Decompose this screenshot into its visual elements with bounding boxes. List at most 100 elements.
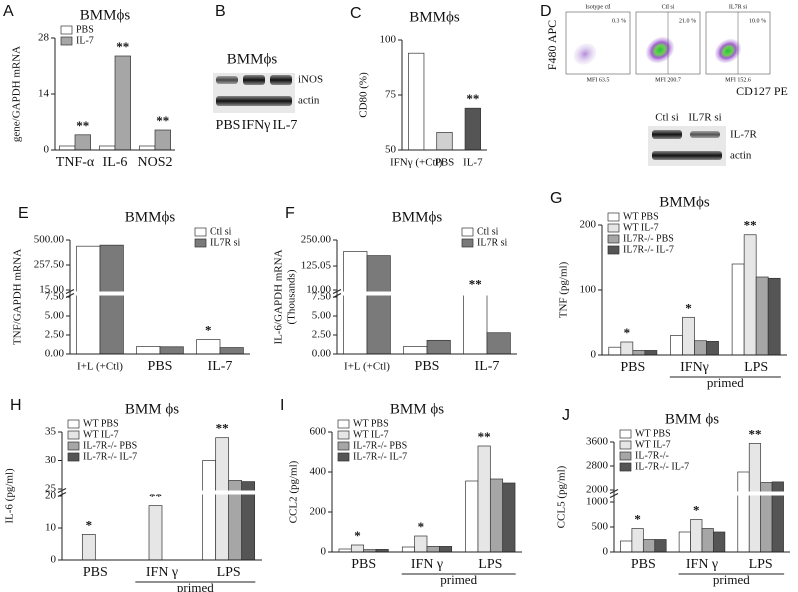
bar — [436, 132, 453, 151]
significance: * — [418, 519, 425, 534]
significance: ** — [466, 91, 479, 106]
y-tick-label: 28 — [38, 32, 50, 44]
y-axis-label: TNF (pg/ml) — [558, 261, 570, 318]
flow-plot: Isotype ctl 0.3 % MFI 63.5 — [565, 4, 631, 83]
y-axis-label: TNF/GAPDH mRNA — [12, 249, 24, 345]
y-tick-label: 2000 — [586, 484, 609, 496]
x-tick-label: I+L (+Ctl) — [77, 361, 123, 373]
bar — [196, 339, 221, 355]
bar — [464, 107, 481, 151]
bar — [426, 339, 451, 355]
x-tick-label: PBS — [435, 157, 455, 169]
y-axis-label: CCL5 (pg/ml) — [556, 465, 568, 528]
legend-swatch — [194, 238, 207, 248]
bar — [608, 346, 622, 356]
bar — [690, 519, 703, 553]
y-tick-label: 0.00 — [312, 348, 332, 360]
lane-label: IL7R si — [688, 112, 721, 124]
bar — [215, 437, 230, 561]
x-tick-label: IFN γ — [411, 557, 443, 572]
legend-swatch — [60, 36, 73, 46]
legend-label: WT IL-7 — [83, 429, 119, 440]
legend-swatch — [337, 441, 350, 451]
y-tick-label: 125.05 — [301, 260, 332, 272]
legend-swatch — [607, 245, 620, 255]
chart-title: BMM ϕs — [665, 411, 719, 427]
legend-label: IL-7 — [76, 35, 94, 46]
significance: ** — [478, 429, 491, 444]
bar — [136, 346, 161, 355]
bar — [632, 350, 646, 356]
band-label: IL-7R — [730, 129, 758, 141]
mfi: MFI 200.7 — [655, 77, 681, 83]
legend-swatch — [619, 451, 632, 461]
panel-letter: F — [285, 205, 295, 222]
y-axis-label: (Thousands) — [286, 269, 298, 324]
legend-swatch — [619, 440, 632, 450]
bar — [748, 443, 762, 553]
panel-letter: I — [280, 397, 284, 414]
panel-d: D F480 APC CD127 PE Isotype ctl 0.3 % MF… — [540, 3, 788, 166]
bar — [202, 460, 217, 561]
significance: ** — [744, 218, 757, 233]
flow-plot: Ctl si 21.0 % MFI 200.7 — [635, 4, 701, 83]
legend-swatch — [337, 430, 350, 440]
blot-band — [216, 96, 292, 106]
legend-label: IL-7R-/- PBS — [83, 440, 137, 451]
legend-swatch — [619, 429, 632, 439]
bar — [426, 546, 440, 553]
bar — [743, 234, 757, 356]
y-tick-label: 0 — [44, 144, 50, 156]
y-tick-label: 5.00 — [312, 310, 332, 322]
y-tick-label: 25 — [45, 483, 57, 495]
bar — [463, 293, 488, 355]
significance: * — [86, 517, 93, 532]
significance: * — [205, 323, 212, 338]
y-tick-label: 0 — [51, 554, 57, 566]
legend-swatch — [607, 234, 620, 244]
bar — [148, 505, 163, 561]
legend-swatch — [60, 25, 73, 35]
y-tick-label: 100 — [380, 34, 397, 46]
bar — [737, 471, 750, 553]
legend-label: WT PBS — [623, 211, 659, 222]
legend-swatch — [194, 227, 207, 237]
significance: ** — [216, 421, 229, 436]
bar — [139, 145, 156, 151]
y-tick-label: 50 — [385, 144, 397, 156]
bar — [477, 445, 491, 553]
x-tick-label: IL-6 — [103, 155, 128, 170]
axis-break — [56, 490, 264, 495]
axis-break — [608, 491, 792, 496]
x-tick-label: LPS — [217, 565, 241, 580]
panel-letter: H — [10, 397, 22, 414]
bar — [701, 528, 714, 553]
flow-plot: IL7R si 10.0 % MFI 152.6 — [705, 4, 771, 83]
significance: * — [685, 300, 692, 315]
group-label: primed — [440, 572, 477, 587]
y-axis-label: IL-6/GAPDH mRNA — [273, 249, 285, 344]
legend-label: WT IL-7 — [635, 439, 671, 450]
x-tick-label: PBS — [631, 557, 656, 572]
legend-label: WT PBS — [635, 428, 671, 439]
y-tick-label: 7.50 — [312, 291, 332, 303]
bar — [694, 340, 707, 356]
x-tick-label: TNF-α — [56, 155, 95, 170]
group-label: primed — [177, 580, 214, 592]
legend-label: IL7R si — [210, 237, 241, 248]
bar — [114, 55, 131, 151]
y-tick-label: 0 — [603, 546, 609, 558]
legend-swatch — [607, 223, 620, 233]
plot-label: IL7R si — [729, 4, 748, 10]
bar — [408, 52, 425, 151]
bar — [502, 482, 516, 553]
y-tick-label: 200 — [580, 219, 597, 231]
bar — [654, 539, 667, 553]
legend-label: IL-7R-/- — [635, 450, 669, 461]
legend-label: Ctl si — [210, 226, 232, 237]
y-axis-label: F480 APC — [545, 20, 559, 70]
x-axis-label: CD127 PE — [736, 84, 788, 98]
percent: 21.0 % — [679, 18, 696, 24]
x-tick-label: IL-7 — [208, 359, 233, 374]
y-axis-label: gene/GAPDH mRNA — [11, 46, 23, 142]
